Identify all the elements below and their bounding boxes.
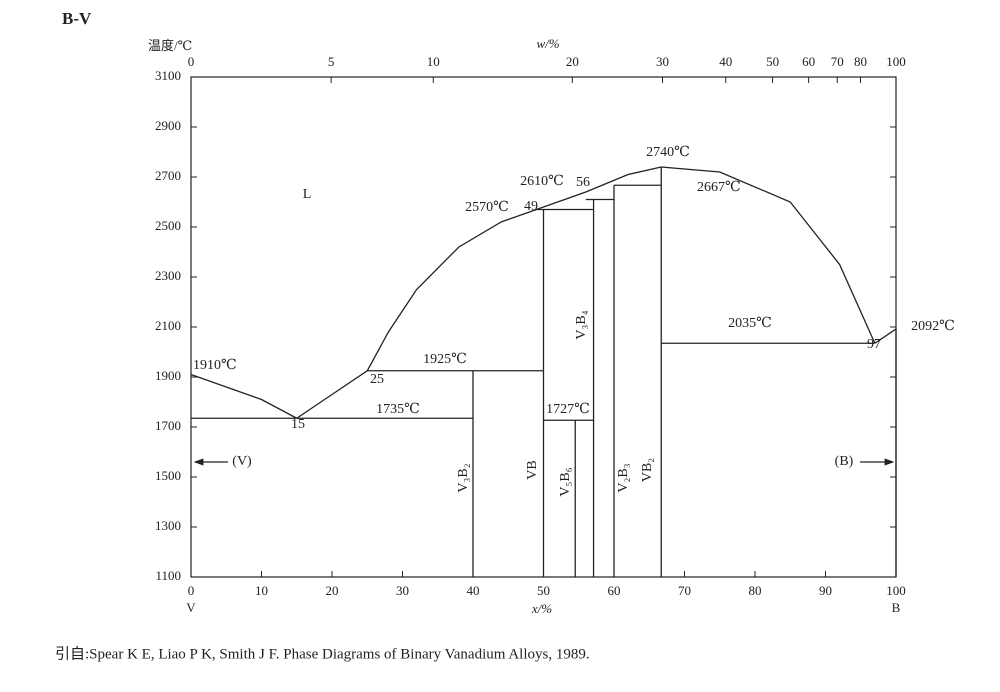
caption: 引自:Spear K E, Liao P K, Smith J F. Phase…: [55, 645, 590, 662]
y-tick-label: 1900: [155, 368, 181, 383]
x2-tick-label: 10: [427, 54, 440, 69]
x-tick-label: 30: [396, 583, 409, 598]
x2-tick-label: 20: [566, 54, 579, 69]
annotation: 1735℃: [376, 402, 420, 417]
x-tick-label: 20: [326, 583, 339, 598]
x-end-label: B: [892, 600, 901, 615]
x-tick-label: 90: [819, 583, 832, 598]
x-tick-label: 100: [886, 583, 906, 598]
annotation: (V): [232, 454, 252, 469]
x-tick-label: 70: [678, 583, 691, 598]
x-end-label: V: [186, 600, 196, 615]
y-tick-label: 1300: [155, 518, 181, 533]
chart-title: B-V: [62, 9, 92, 28]
annotation: 49: [524, 199, 538, 214]
x2-tick-label: 100: [886, 54, 906, 69]
x-tick-label: 80: [749, 583, 762, 598]
annotation: 25: [370, 372, 384, 387]
annotation: 1910℃: [193, 358, 237, 373]
y-tick-label: 2300: [155, 268, 181, 283]
annotation: 15: [291, 417, 305, 432]
phase-label: V₃B₄: [574, 310, 589, 339]
x-tick-label: 60: [608, 583, 621, 598]
x-tick-label: 10: [255, 583, 268, 598]
y-tick-label: 2500: [155, 218, 181, 233]
phase-boundary: [874, 328, 897, 344]
x2-tick-label: 40: [719, 54, 732, 69]
phase-boundary: [296, 166, 662, 419]
y-tick-label: 3100: [155, 68, 181, 83]
annotation: 2570℃: [465, 200, 509, 215]
y-tick-label: 1100: [155, 568, 181, 583]
y-tick-label: 2900: [155, 118, 181, 133]
x2-tick-label: 5: [328, 54, 335, 69]
y-tick-label: 1700: [155, 418, 181, 433]
phase-label: V₂B₃: [616, 463, 631, 492]
y-tick-label: 1500: [155, 468, 181, 483]
x2-tick-label: 50: [766, 54, 779, 69]
annotation: 1925℃: [423, 352, 467, 367]
x2-tick-label: 70: [831, 54, 844, 69]
phase-label: VB₂: [640, 458, 655, 482]
x-tick-label: 40: [467, 583, 480, 598]
x2-tick-label: 60: [802, 54, 815, 69]
annotation: 56: [576, 175, 590, 190]
x2-tick-label: 80: [854, 54, 867, 69]
x2-tick-label: 30: [656, 54, 669, 69]
phase-boundary: [190, 373, 298, 419]
annotation: 2035℃: [728, 316, 772, 331]
annotation: 1727℃: [546, 402, 590, 417]
x2-tick-label: 0: [188, 54, 195, 69]
x-tick-label: 50: [537, 583, 550, 598]
x-tick-label: 0: [188, 583, 195, 598]
phase-label: VB: [525, 460, 540, 479]
y-tick-label: 2700: [155, 168, 181, 183]
x-axis-label: x/%: [531, 601, 552, 616]
annotation: 2092℃: [911, 319, 955, 334]
annotation: L: [303, 187, 312, 202]
phase-boundary: [661, 166, 876, 344]
y-tick-label: 2100: [155, 318, 181, 333]
annotation: (B): [835, 454, 854, 469]
phase-label: V₃B₂: [456, 463, 471, 492]
phase-label: V₅B₆: [558, 467, 573, 496]
y-axis-label: 温度/℃: [148, 38, 192, 53]
annotation: 97: [867, 337, 881, 352]
annotation: 2740℃: [646, 145, 690, 160]
annotation: 2610℃: [520, 174, 564, 189]
annotation: 2667℃: [697, 180, 741, 195]
x2-axis-label: w/%: [536, 36, 559, 51]
